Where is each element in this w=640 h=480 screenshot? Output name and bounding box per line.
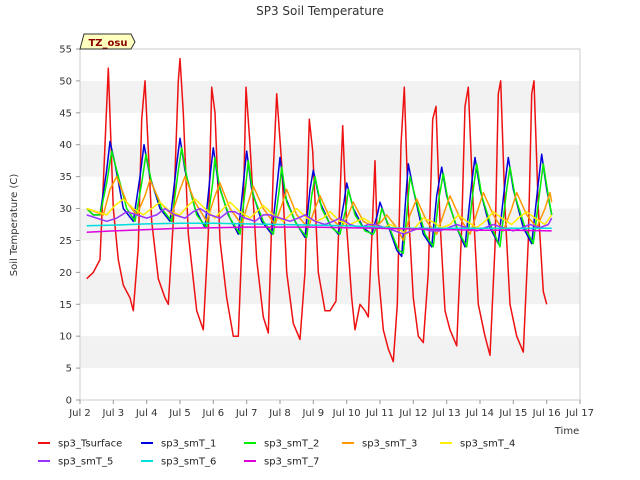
y-tick-label: 50: [59, 76, 72, 87]
y-tick-label: 0: [66, 396, 72, 407]
series-line-sp3-smt-7: [86, 226, 552, 233]
legend-item: sp3_smT_4: [440, 439, 515, 450]
x-tick-label: Jul 8: [268, 408, 291, 419]
y-tick-label: 10: [59, 332, 72, 343]
legend-label: sp3_smT_2: [264, 439, 319, 450]
y-tick-label: 15: [59, 300, 72, 311]
plot-frame: [79, 48, 581, 401]
legend-label: sp3_smT_4: [460, 439, 515, 450]
x-tick-label: Jul 11: [365, 408, 394, 419]
legend-item: sp3_smT_7: [244, 457, 319, 468]
legend-label: sp3_Tsurface: [58, 439, 122, 450]
x-tick-label: Jul 12: [398, 408, 427, 419]
tz-annotation: TZ_osu: [79, 33, 136, 50]
y-tick-label: 55: [59, 45, 72, 56]
x-axis-title: Time: [554, 426, 579, 437]
legend-label: sp3_smT_7: [264, 457, 319, 468]
x-tick-label: Jul 13: [432, 408, 461, 419]
series-lines: [86, 57, 553, 363]
y-tick-label: 20: [59, 268, 72, 279]
x-tick-label: Jul 5: [168, 408, 191, 419]
y-tick-label: 30: [59, 204, 72, 215]
legend-item: sp3_smT_5: [38, 457, 113, 468]
y-tick-label: 45: [59, 108, 72, 119]
y-axis-title: Soil Temperature (C): [9, 174, 20, 277]
x-tick-label: Jul 10: [332, 408, 361, 419]
x-axis: Jul 2 Jul 3 Jul 4 Jul 5 Jul 6 Jul 7 Jul 8 Jul 9…: [68, 400, 594, 419]
y-tick-label: 35: [59, 172, 72, 183]
legend-item: sp3_smT_6: [141, 457, 216, 468]
plot-band: [80, 80, 580, 113]
x-tick-label: Jul 17: [565, 408, 594, 419]
x-tick-label: Jul 6: [202, 408, 225, 419]
plot-band: [80, 336, 580, 369]
x-tick-label: Jul 4: [135, 408, 158, 419]
x-tick-label: Jul 2: [68, 408, 91, 419]
y-axis: 0 5 10 15 20 25 30 35 40 45 50 55: [59, 45, 80, 407]
series-line-sp3-smt-2: [86, 147, 553, 254]
legend-item: sp3_smT_2: [244, 439, 319, 450]
tz-annotation-label: TZ_osu: [88, 38, 127, 49]
legend-label: sp3_smT_6: [161, 457, 216, 468]
legend-label: sp3_smT_3: [362, 439, 417, 450]
plot-band: [80, 144, 580, 177]
chart-title: SP3 Soil Temperature: [256, 4, 384, 18]
x-tick-label: Jul 9: [302, 408, 325, 419]
x-tick-label: Jul 14: [465, 408, 494, 419]
legend-label: sp3_smT_1: [161, 439, 216, 450]
y-tick-label: 40: [59, 140, 72, 151]
legend-label: sp3_smT_5: [58, 457, 113, 468]
x-tick-label: Jul 7: [235, 408, 258, 419]
legend: sp3_Tsurface sp3_smT_1 sp3_smT_2 sp3_smT_3 s…: [38, 439, 515, 468]
legend-item: sp3_smT_3: [342, 439, 417, 450]
y-tick-label: 25: [59, 236, 72, 247]
series-line-sp3-smt-6: [86, 222, 552, 230]
y-tick-label: 5: [66, 364, 72, 375]
x-tick-label: Jul 15: [498, 408, 527, 419]
legend-item: sp3_smT_1: [141, 439, 216, 450]
x-tick-label: Jul 3: [102, 408, 125, 419]
legend-item: sp3_Tsurface: [38, 439, 122, 450]
series-line-sp3-tsurface: [86, 57, 548, 363]
plot-band: [80, 272, 580, 305]
x-tick-label: Jul 16: [532, 408, 561, 419]
tz-annotation-box: [79, 33, 136, 50]
